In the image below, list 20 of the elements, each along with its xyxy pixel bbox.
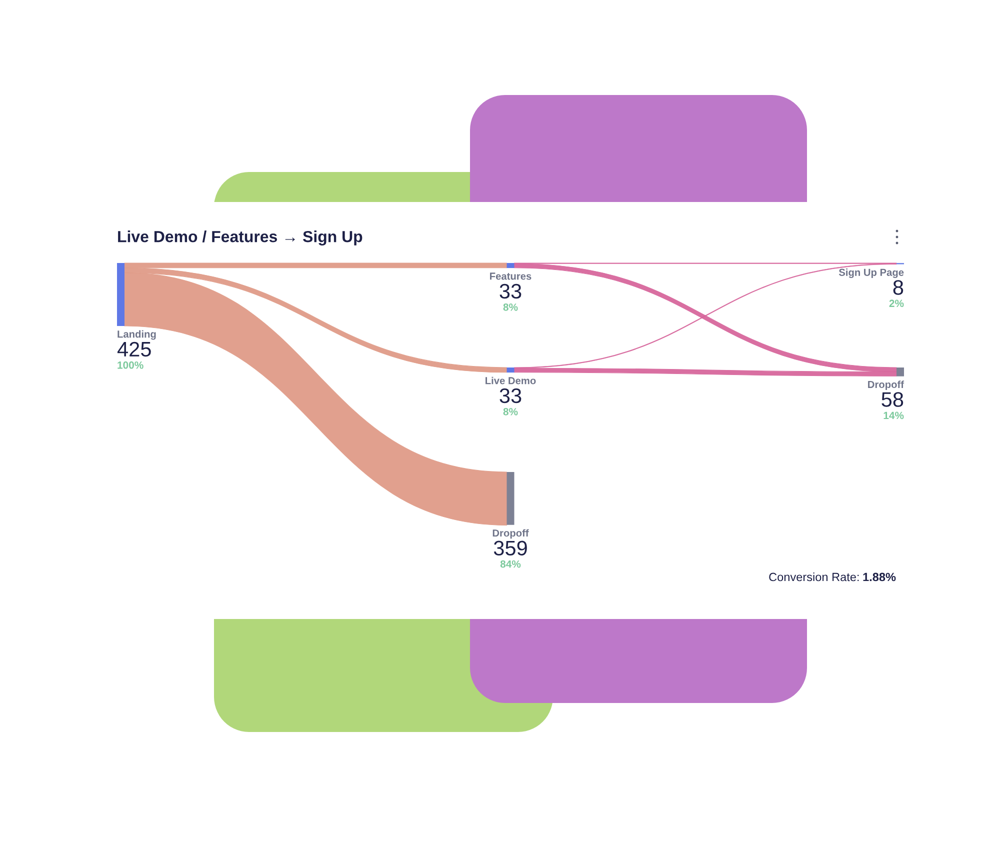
text: Live Demo / Features → Sign Up [118, 230, 362, 246]
data-label: 100% [118, 361, 144, 369]
text: Conversion Rate: 1.88% [769, 572, 896, 582]
data-label: 8% [503, 303, 518, 311]
data-label: 58 [882, 392, 904, 407]
category-label: Sign Up Page [838, 268, 904, 278]
data-label: 2% [889, 300, 904, 308]
data-label: 359 [494, 540, 527, 556]
category-label: Features [490, 272, 532, 280]
category-label: Dropoff [868, 380, 904, 390]
category-label: Dropoff [492, 529, 529, 539]
data-label: 84% [500, 560, 521, 568]
data-label: 33 [500, 388, 522, 404]
data-label: 33 [500, 284, 522, 299]
data-label: 8% [503, 408, 518, 416]
category-label: Landing [118, 330, 156, 340]
data-label: 8 [893, 280, 904, 295]
data-label: 425 [117, 342, 151, 357]
category-label: Live Demo [486, 376, 536, 384]
data-label: 14% [884, 412, 904, 420]
